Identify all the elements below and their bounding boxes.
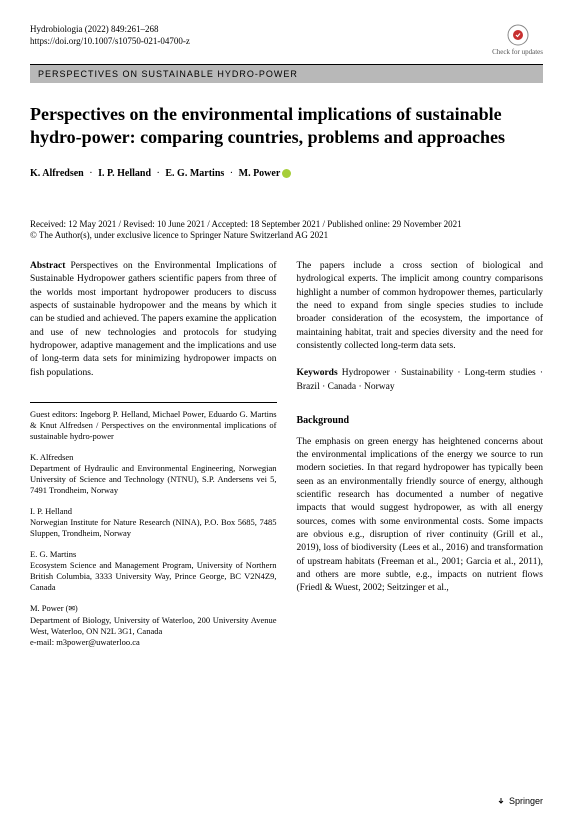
abstract-text-right: The papers include a cross section of bi…	[297, 261, 544, 351]
author-1: K. Alfredsen	[30, 168, 84, 179]
abstract-text-left: Perspectives on the Environmental Implic…	[30, 261, 277, 377]
affil-email: e-mail: m3power@uwaterloo.ca	[30, 637, 140, 647]
doi-line: https://doi.org/10.1007/s10750-021-04700…	[30, 36, 190, 48]
author-3: E. G. Martins	[165, 168, 224, 179]
affil-text: Ecosystem Science and Management Program…	[30, 560, 277, 592]
affil-text: Norwegian Institute for Nature Research …	[30, 517, 277, 538]
affiliation-3: E. G. Martins Ecosystem Science and Mana…	[30, 549, 277, 593]
publisher-logo: Springer	[496, 796, 543, 807]
affiliation-1: K. Alfredsen Department of Hydraulic and…	[30, 452, 277, 496]
affiliation-4: M. Power (✉) Department of Biology, Univ…	[30, 603, 277, 648]
affil-text: Department of Hydraulic and Environmenta…	[30, 463, 277, 495]
affil-name: E. G. Martins	[30, 549, 277, 560]
journal-info: Hydrobiologia (2022) 849:261–268 https:/…	[30, 24, 190, 47]
affil-text: Department of Biology, University of Wat…	[30, 615, 277, 636]
author-sep: ·	[230, 168, 233, 179]
guest-editors: Guest editors: Ingeborg P. Helland, Mich…	[30, 402, 277, 442]
affil-name: I. P. Helland	[30, 506, 277, 517]
author-sep: ·	[157, 168, 160, 179]
affil-name: K. Alfredsen	[30, 452, 277, 463]
header-top: Hydrobiologia (2022) 849:261–268 https:/…	[30, 24, 543, 56]
abstract-columns: Abstract Perspectives on the Environment…	[30, 260, 543, 648]
dates-line1: Received: 12 May 2021 / Revised: 10 June…	[30, 219, 543, 231]
springer-icon	[496, 797, 506, 807]
envelope-icon: (✉)	[66, 604, 78, 614]
abstract-right: The papers include a cross section of bi…	[297, 260, 544, 648]
article-title: Perspectives on the environmental implic…	[30, 103, 543, 150]
check-updates-label: Check for updates	[492, 48, 543, 56]
section-bar: PERSPECTIVES ON SUSTAINABLE HYDRO-POWER	[30, 64, 543, 83]
check-updates-badge[interactable]: Check for updates	[492, 24, 543, 56]
keywords-block: Keywords Hydropower · Sustainability · L…	[297, 367, 544, 394]
abstract-left: Abstract Perspectives on the Environment…	[30, 260, 277, 648]
authors-line: K. Alfredsen · I. P. Helland · E. G. Mar…	[30, 168, 543, 179]
journal-line: Hydrobiologia (2022) 849:261–268	[30, 24, 190, 36]
article-dates: Received: 12 May 2021 / Revised: 10 June…	[30, 219, 543, 242]
keywords-label: Keywords	[297, 368, 338, 378]
orcid-icon[interactable]	[282, 169, 291, 178]
check-updates-icon	[507, 24, 529, 46]
author-4: M. Power	[239, 168, 281, 179]
affiliation-2: I. P. Helland Norwegian Institute for Na…	[30, 506, 277, 539]
author-2: I. P. Helland	[98, 168, 151, 179]
background-heading: Background	[297, 414, 544, 428]
affil-name-text: M. Power	[30, 603, 64, 613]
publisher-name: Springer	[509, 796, 543, 806]
dates-line2: © The Author(s), under exclusive licence…	[30, 230, 543, 242]
background-text: The emphasis on green energy has heighte…	[297, 436, 544, 596]
abstract-label: Abstract	[30, 261, 65, 271]
affil-name: M. Power (✉)	[30, 603, 277, 614]
author-sep: ·	[89, 168, 92, 179]
